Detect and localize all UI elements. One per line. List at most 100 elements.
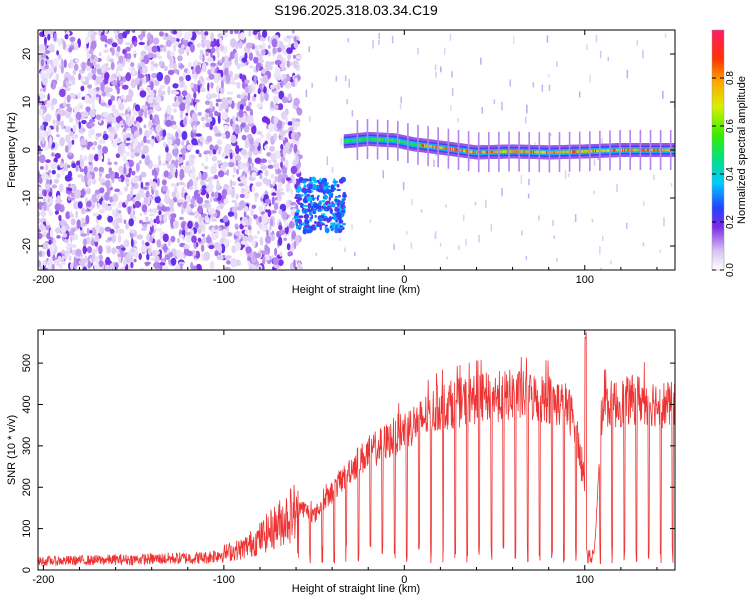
noise-cell bbox=[118, 73, 121, 81]
noise-cell bbox=[208, 244, 215, 250]
noise-cell bbox=[294, 132, 300, 142]
noise-cell bbox=[67, 140, 73, 150]
burst-cell bbox=[332, 180, 339, 184]
noise-cell bbox=[127, 106, 130, 112]
noise-cell bbox=[164, 195, 171, 205]
burst-cell bbox=[323, 194, 328, 200]
noise-cell bbox=[154, 169, 158, 180]
noise-cell bbox=[485, 199, 487, 209]
noise-cell bbox=[198, 225, 203, 230]
burst-cell bbox=[326, 205, 331, 210]
noise-cell bbox=[43, 30, 49, 36]
noise-cell bbox=[183, 99, 186, 104]
noise-cell bbox=[95, 135, 99, 140]
noise-cell bbox=[85, 236, 91, 245]
noise-cell bbox=[172, 30, 178, 35]
noise-cell bbox=[89, 119, 96, 123]
noise-cell bbox=[130, 134, 134, 140]
noise-cell bbox=[93, 141, 98, 146]
noise-cell bbox=[95, 255, 100, 265]
burst-cell bbox=[317, 202, 322, 206]
noise-cell bbox=[290, 201, 297, 206]
noise-cell bbox=[60, 64, 64, 74]
noise-cell bbox=[128, 218, 134, 227]
noise-cell bbox=[47, 265, 52, 270]
noise-cell bbox=[78, 73, 81, 81]
noise-cell bbox=[259, 59, 265, 63]
noise-cell bbox=[81, 119, 87, 125]
noise-cell bbox=[643, 201, 645, 206]
noise-cell bbox=[295, 155, 299, 165]
noise-cell bbox=[228, 161, 235, 168]
noise-cell bbox=[161, 179, 167, 186]
noise-cell bbox=[130, 148, 134, 154]
noise-cell bbox=[286, 243, 291, 251]
noise-cell bbox=[244, 49, 251, 53]
noise-cell bbox=[78, 260, 85, 265]
noise-cell bbox=[210, 214, 214, 220]
noise-cell bbox=[287, 93, 293, 101]
noise-cell bbox=[55, 73, 59, 81]
burst-cell bbox=[321, 177, 328, 184]
noise-cell bbox=[163, 265, 168, 270]
noise-cell bbox=[149, 113, 153, 121]
noise-cell bbox=[451, 88, 454, 96]
noise-cell bbox=[190, 66, 194, 70]
noise-cell bbox=[525, 116, 527, 124]
noise-cell bbox=[253, 75, 257, 85]
noise-cell bbox=[662, 90, 664, 99]
noise-cell bbox=[528, 178, 530, 186]
noise-cell bbox=[117, 204, 122, 209]
noise-cell bbox=[162, 129, 167, 137]
noise-cell bbox=[278, 209, 283, 215]
noise-cell bbox=[125, 199, 129, 206]
noise-cell bbox=[239, 32, 246, 40]
noise-cell bbox=[284, 159, 289, 168]
noise-cell bbox=[130, 78, 137, 89]
noise-cell bbox=[391, 35, 394, 44]
noise-cell bbox=[434, 231, 437, 239]
noise-cell bbox=[259, 236, 264, 246]
noise-cell bbox=[221, 152, 227, 158]
noise-cell bbox=[176, 128, 182, 134]
noise-cell bbox=[150, 81, 154, 91]
noise-cell bbox=[45, 159, 51, 164]
noise-cell bbox=[232, 174, 236, 178]
burst-cell bbox=[334, 183, 337, 187]
noise-cell bbox=[135, 193, 141, 201]
burst-cell bbox=[342, 222, 346, 226]
noise-cell bbox=[244, 139, 250, 149]
noise-cell bbox=[156, 135, 160, 142]
noise-cell bbox=[285, 44, 291, 49]
noise-cell bbox=[94, 189, 99, 196]
noise-cell bbox=[279, 229, 286, 236]
noise-cell bbox=[262, 177, 268, 184]
noise-cell bbox=[163, 65, 168, 72]
noise-cell bbox=[56, 50, 59, 56]
burst-cell bbox=[330, 193, 333, 198]
noise-cell bbox=[154, 196, 161, 204]
noise-cell bbox=[465, 239, 467, 246]
noise-cell bbox=[578, 91, 581, 98]
noise-cell bbox=[43, 124, 47, 131]
noise-cell bbox=[259, 77, 264, 82]
noise-cell bbox=[205, 219, 211, 223]
noise-cell bbox=[122, 84, 129, 90]
noise-cell bbox=[274, 247, 278, 257]
noise-cell bbox=[152, 249, 156, 257]
noise-cell bbox=[85, 106, 91, 112]
noise-cell bbox=[236, 168, 240, 175]
noise-cell bbox=[190, 198, 196, 205]
noise-cell bbox=[81, 75, 84, 84]
signal-core bbox=[577, 150, 580, 153]
noise-cell bbox=[261, 214, 269, 225]
noise-cell bbox=[184, 31, 190, 41]
noise-cell bbox=[61, 168, 65, 176]
noise-cell bbox=[93, 166, 98, 172]
burst-cell bbox=[317, 188, 322, 193]
noise-cell bbox=[121, 247, 126, 251]
noise-cell bbox=[235, 41, 239, 50]
noise-cell bbox=[73, 105, 80, 114]
noise-cell bbox=[128, 89, 134, 98]
noise-cell bbox=[81, 207, 86, 215]
